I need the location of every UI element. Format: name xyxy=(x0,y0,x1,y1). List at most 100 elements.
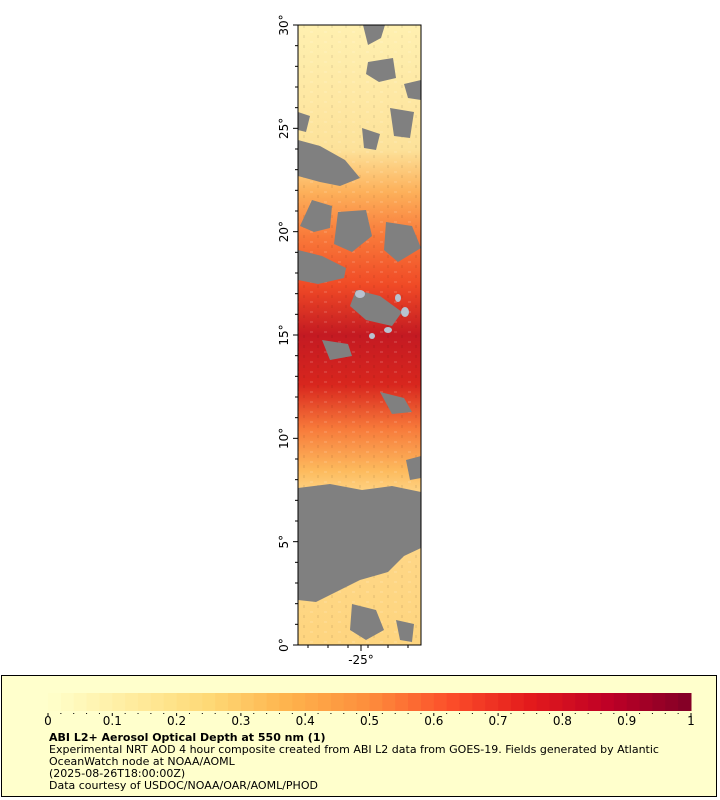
longitude-axis: -25° xyxy=(307,645,409,667)
legend-title: ABI L2+ Aerosol Optical Depth at 550 nm … xyxy=(49,731,326,744)
legend-panel: 0 0.1 0.2 0.3 0.4 0.5 0.6 0.7 0.8 0.9 1 ABI L2+ Ae… xyxy=(1,675,717,797)
map-area: 0° 5° 10° 15° 20° 25° 30° -25° xyxy=(277,14,422,667)
colorbar-cell xyxy=(575,693,589,711)
colorbar-tick-label: 0.9 xyxy=(617,714,636,728)
legend-timestamp: (2025-08-26T18:00:00Z) xyxy=(49,767,186,780)
colorbar-cell xyxy=(523,693,538,711)
colorbar-cell xyxy=(639,693,653,711)
colorbar-cell xyxy=(253,693,268,711)
missing-patch-north-2 xyxy=(366,58,396,82)
missing-patch-20n-1 xyxy=(300,200,332,232)
lat-tick-label: 20° xyxy=(277,221,291,242)
lon-tick-label: -25° xyxy=(348,653,374,667)
missing-band-subtropic xyxy=(298,140,360,186)
colorbar-cell xyxy=(549,693,563,711)
colorbar-cell xyxy=(318,693,332,711)
missing-patch-north-4 xyxy=(390,108,414,138)
legend-description: Experimental NRT AOD 4 hour composite cr… xyxy=(49,743,659,768)
colorbar-cell xyxy=(60,693,75,711)
colorbar-cell xyxy=(678,693,692,711)
colorbar-cells xyxy=(48,693,692,711)
colorbar-cell xyxy=(485,693,499,711)
colorbar-cell xyxy=(600,693,615,711)
missing-patch-20n-2 xyxy=(334,210,372,252)
colorbar-cell xyxy=(330,693,345,711)
colorbar-cell xyxy=(498,693,512,711)
colorbar-cell xyxy=(665,693,679,711)
lat-tick-label: 0° xyxy=(277,638,291,652)
aod-map: 0° 5° 10° 15° 20° 25° 30° -25° xyxy=(277,14,422,667)
missing-patch-20n-3 xyxy=(384,222,421,262)
missing-data-regions xyxy=(298,25,421,642)
colorbar-ticks xyxy=(47,713,692,716)
colorbar-cell xyxy=(562,693,576,711)
colorbar-cell xyxy=(536,693,551,711)
colorbar-cell xyxy=(48,693,62,711)
missing-patch-north-5 xyxy=(298,112,310,132)
colorbar-cell xyxy=(446,693,461,711)
colorbar-cell xyxy=(99,693,113,711)
missing-patch-north-3 xyxy=(404,80,421,100)
colorbar: 0 0.1 0.2 0.3 0.4 0.5 0.6 0.7 0.8 0.9 1 xyxy=(44,693,695,728)
cloud-gap-3 xyxy=(384,327,392,333)
colorbar-cell xyxy=(266,693,280,711)
cloud-gap-4 xyxy=(369,333,375,339)
cloud-gap-5 xyxy=(395,294,401,302)
colorbar-tick-label: 0.6 xyxy=(424,714,443,728)
colorbar-cell xyxy=(202,693,216,711)
lat-tick-label: 5° xyxy=(277,535,291,549)
cloud-gaps xyxy=(355,290,409,339)
colorbar-tick-label: 0.8 xyxy=(553,714,572,728)
colorbar-tick-label: 1 xyxy=(687,714,695,728)
colorbar-cell xyxy=(510,693,525,711)
missing-patch-16n xyxy=(350,290,402,326)
colorbar-cell xyxy=(86,693,100,711)
missing-band-itcz xyxy=(298,484,421,602)
colorbar-cell xyxy=(356,693,370,711)
colorbar-tick-label: 0.7 xyxy=(489,714,508,728)
colorbar-tick-label: 0.3 xyxy=(231,714,250,728)
missing-patch-8n xyxy=(406,456,421,480)
legend-credit: Data courtesy of USDOC/NOAA/OAR/AOML/PHO… xyxy=(49,779,318,792)
colorbar-cell xyxy=(626,693,641,711)
missing-patch-14n xyxy=(322,340,352,360)
missing-patch-12n xyxy=(380,392,412,414)
missing-patch-north-6 xyxy=(362,128,380,150)
missing-patch-2n xyxy=(350,604,384,640)
colorbar-cell xyxy=(240,693,255,711)
colorbar-cell xyxy=(112,693,126,711)
colorbar-cell xyxy=(613,693,628,711)
colorbar-tick-label: 0 xyxy=(44,714,52,728)
lat-tick-label: 15° xyxy=(277,324,291,345)
colorbar-cell xyxy=(472,693,486,711)
cloud-gap-2 xyxy=(401,307,409,317)
colorbar-cell xyxy=(408,693,422,711)
colorbar-cell xyxy=(433,693,448,711)
colorbar-tick-label: 0.4 xyxy=(296,714,315,728)
missing-patch-18n xyxy=(298,250,346,284)
missing-patch-north-1 xyxy=(363,25,385,45)
colorbar-cell xyxy=(305,693,319,711)
colorbar-cell xyxy=(163,693,178,711)
colorbar-cell xyxy=(369,693,383,711)
missing-patch-1n xyxy=(396,620,414,642)
colorbar-cell xyxy=(150,693,165,711)
colorbar-tick-label: 0.1 xyxy=(103,714,122,728)
colorbar-cell xyxy=(279,693,293,711)
lat-tick-label: 30° xyxy=(277,14,291,35)
colorbar-cell xyxy=(228,693,242,711)
colorbar-cell xyxy=(382,693,396,711)
colorbar-cell xyxy=(395,693,409,711)
colorbar-cell xyxy=(73,693,88,711)
colorbar-cell xyxy=(215,693,229,711)
colorbar-cell xyxy=(652,693,666,711)
colorbar-cell xyxy=(588,693,602,711)
latitude-axis: 0° 5° 10° 15° 20° 25° 30° xyxy=(277,14,298,652)
colorbar-cell xyxy=(189,693,203,711)
colorbar-cell xyxy=(176,693,190,711)
colorbar-cell xyxy=(138,693,152,711)
colorbar-cell xyxy=(420,693,435,711)
colorbar-cell xyxy=(292,693,306,711)
colorbar-cell xyxy=(125,693,139,711)
colorbar-cell xyxy=(343,693,358,711)
